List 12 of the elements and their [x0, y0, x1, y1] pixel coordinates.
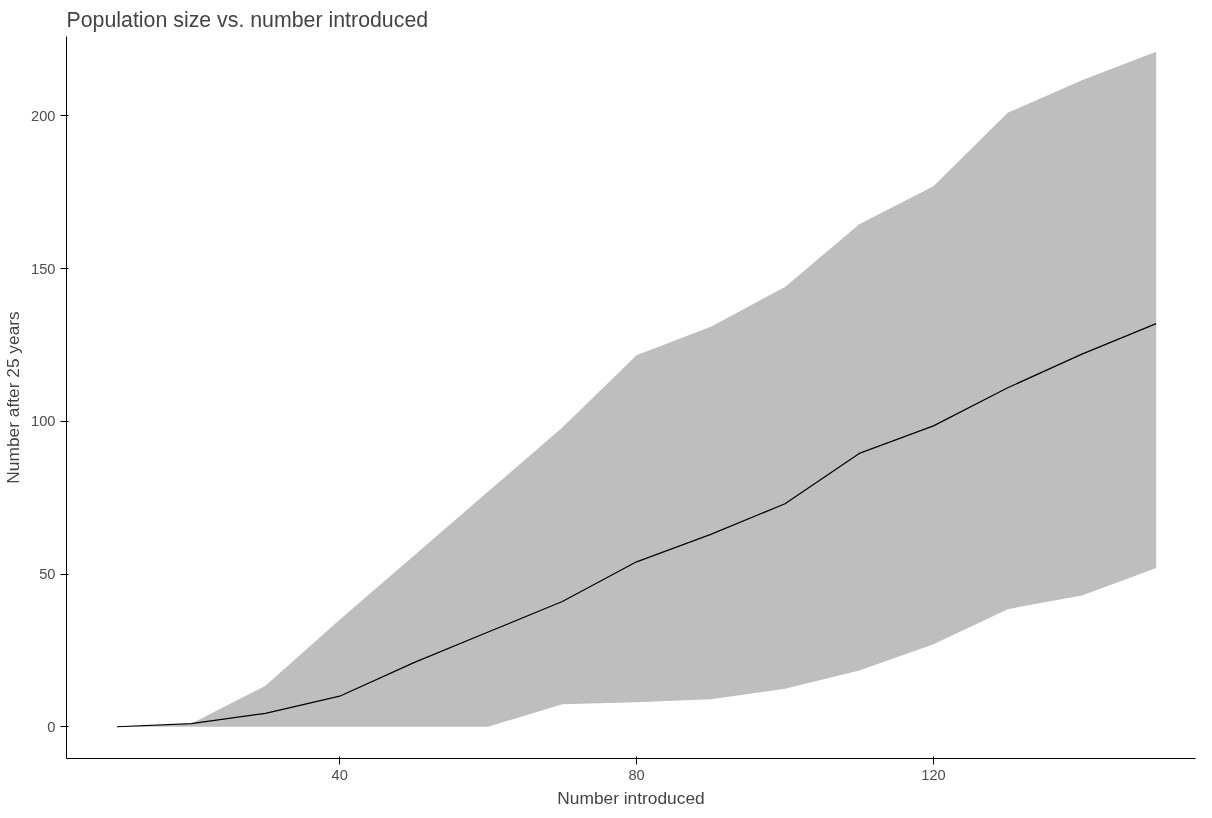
line-series — [116, 322, 1157, 728]
y-tick-label: 200 — [31, 107, 56, 124]
x-tick-label: 120 — [921, 766, 946, 783]
y-axis-title: Number after 25 years — [3, 310, 24, 484]
x-axis-title: Number introduced — [557, 787, 705, 808]
chart-title: Population size vs. number introduced — [66, 7, 429, 32]
y-tick-label: 150 — [31, 260, 56, 277]
y-tick-label: 0 — [47, 718, 56, 735]
y-tick-label: 50 — [39, 566, 56, 583]
y-tick-label: 100 — [31, 413, 56, 430]
x-tick-label: 40 — [331, 766, 348, 783]
x-tick-label: 80 — [628, 766, 645, 783]
